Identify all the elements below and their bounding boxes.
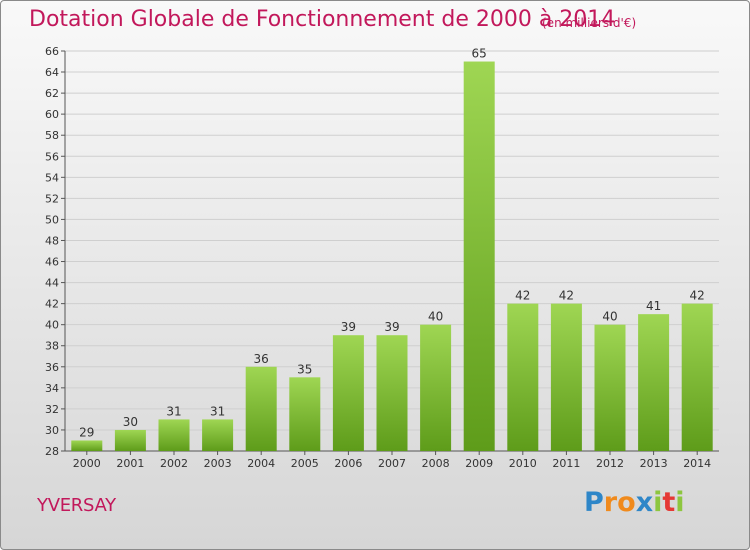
- logo-letter: x: [635, 487, 654, 518]
- bar: [71, 440, 103, 451]
- x-tick-label: 2012: [596, 457, 624, 470]
- y-tick-label: 34: [45, 382, 59, 395]
- y-tick-label: 58: [45, 129, 59, 142]
- bar-value-label: 42: [690, 289, 705, 303]
- y-tick-label: 56: [45, 150, 59, 163]
- x-tick-label: 2009: [465, 457, 493, 470]
- bar-value-label: 40: [428, 310, 443, 324]
- bar-value-label: 42: [559, 289, 574, 303]
- bar: [332, 335, 364, 451]
- bar-value-label: 35: [297, 362, 312, 376]
- y-tick-label: 50: [45, 213, 59, 226]
- bar-value-label: 40: [602, 310, 617, 324]
- bar: [507, 303, 539, 451]
- y-tick-label: 64: [45, 66, 59, 79]
- x-tick-label: 2007: [378, 457, 406, 470]
- x-tick-label: 2005: [291, 457, 319, 470]
- y-tick-label: 60: [45, 108, 59, 121]
- x-tick-label: 2010: [509, 457, 537, 470]
- bar-value-label: 39: [341, 320, 356, 334]
- bar: [114, 429, 146, 451]
- y-tick-label: 44: [45, 277, 59, 290]
- x-tick-label: 2000: [73, 457, 101, 470]
- bar-value-label: 42: [515, 289, 530, 303]
- bar: [550, 303, 582, 451]
- y-tick-label: 30: [45, 424, 59, 437]
- logo-letter: P: [584, 487, 604, 518]
- x-tick-label: 2014: [683, 457, 711, 470]
- logo-letter: o: [617, 487, 636, 518]
- bar-value-label: 31: [210, 404, 225, 418]
- y-tick-label: 54: [45, 171, 59, 184]
- x-tick-label: 2011: [552, 457, 580, 470]
- bar: [289, 377, 321, 451]
- y-tick-label: 38: [45, 340, 59, 353]
- y-tick-label: 36: [45, 361, 59, 374]
- x-tick-label: 2001: [116, 457, 144, 470]
- logo-letter: r: [603, 487, 618, 518]
- y-tick-label: 66: [45, 45, 59, 58]
- y-tick-label: 46: [45, 256, 59, 269]
- bar-value-label: 31: [166, 404, 181, 418]
- x-tick-label: 2002: [160, 457, 188, 470]
- bar: [245, 366, 277, 451]
- y-tick-label: 28: [45, 445, 59, 458]
- bar: [638, 314, 670, 451]
- x-tick-label: 2004: [247, 457, 275, 470]
- logo-letter: i: [675, 487, 685, 518]
- chart-subtitle: (en milliers d'€): [542, 16, 637, 30]
- logo-letter: i: [653, 487, 663, 518]
- bar: [681, 303, 713, 451]
- bar: [420, 324, 452, 451]
- x-tick-label: 2013: [640, 457, 668, 470]
- x-tick-label: 2006: [334, 457, 362, 470]
- bar-value-label: 30: [123, 415, 138, 429]
- bar: [463, 61, 495, 452]
- bar-value-label: 65: [472, 47, 487, 61]
- bar: [158, 419, 190, 451]
- bar-value-label: 36: [254, 352, 269, 366]
- y-tick-label: 32: [45, 403, 59, 416]
- bar-value-label: 41: [646, 299, 661, 313]
- bar: [202, 419, 234, 451]
- x-tick-label: 2008: [422, 457, 450, 470]
- bar: [376, 335, 408, 451]
- proxiti-logo: Proxiti: [584, 487, 685, 518]
- y-tick-label: 48: [45, 234, 59, 247]
- bar-value-label: 29: [79, 425, 94, 439]
- commune-name: YVERSAY: [37, 495, 116, 516]
- y-tick-label: 40: [45, 319, 59, 332]
- bar: [594, 324, 626, 451]
- y-tick-label: 42: [45, 298, 59, 311]
- bar-value-label: 39: [384, 320, 399, 334]
- chart-title: Dotation Globale de Fonctionnement de 20…: [29, 7, 616, 32]
- logo-letter: t: [662, 487, 676, 518]
- y-tick-label: 52: [45, 192, 59, 205]
- x-tick-label: 2003: [204, 457, 232, 470]
- y-tick-label: 62: [45, 87, 59, 100]
